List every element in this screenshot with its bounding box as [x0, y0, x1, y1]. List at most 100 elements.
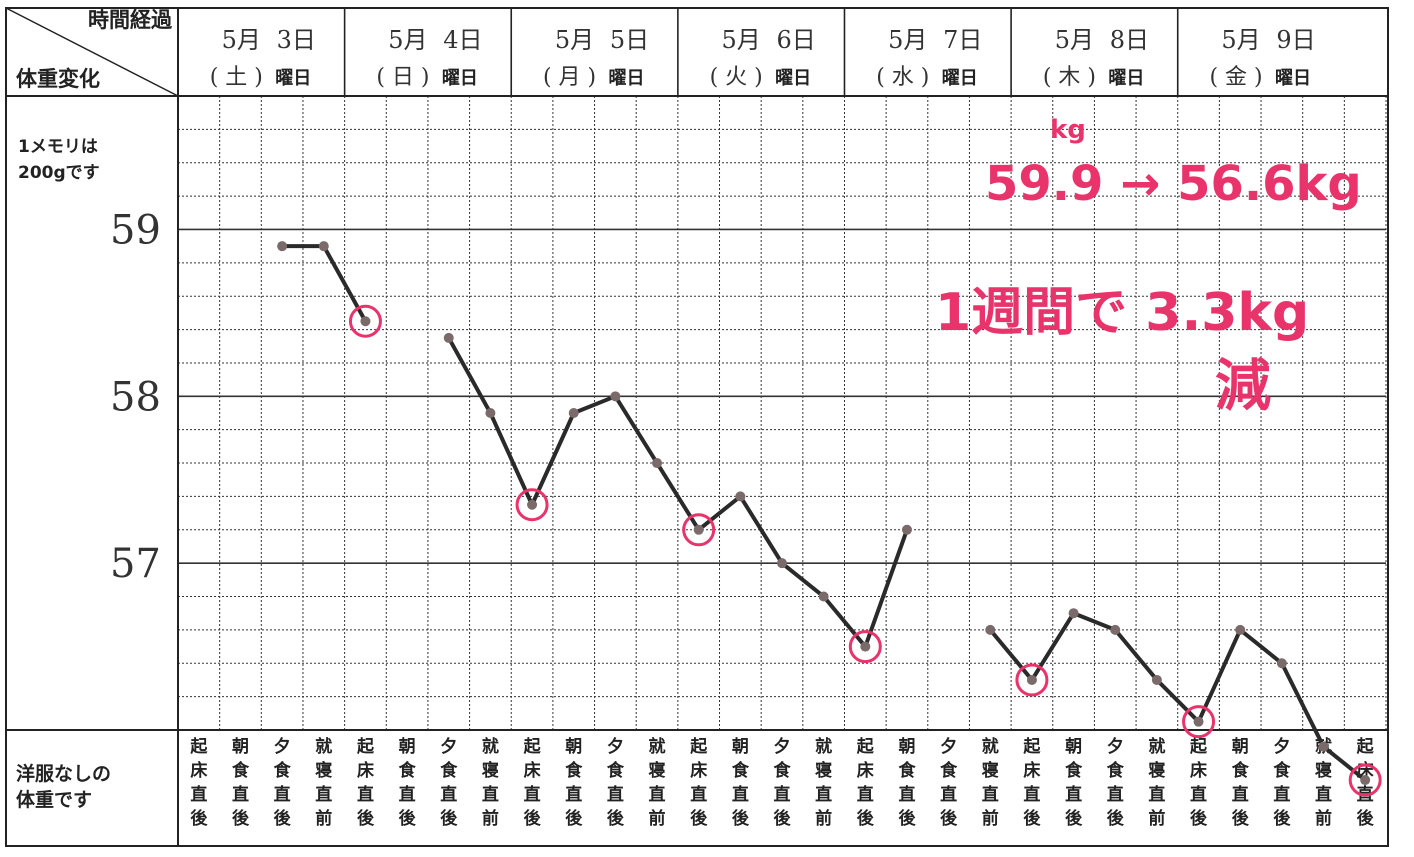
series-line	[277, 241, 1382, 797]
x-tick-label: 就寝直前	[1148, 736, 1165, 829]
x-tick-label: 起床直後	[856, 736, 875, 829]
x-tick-label: 朝食直後	[565, 736, 583, 829]
x-tick-char: 直	[399, 784, 416, 805]
data-point	[1276, 658, 1287, 669]
x-tick-char: 前	[649, 808, 666, 829]
data-point	[1151, 674, 1162, 685]
x-tick-char: 床	[524, 760, 542, 781]
y-tick-labels: 57 58 59	[110, 207, 161, 587]
x-tick-char: 夕	[1273, 736, 1290, 757]
data-point	[818, 591, 829, 602]
data-point	[777, 558, 787, 569]
x-tick-char: 後	[857, 808, 875, 829]
x-tick-label: 夕食直後	[774, 736, 792, 829]
x-tick-char: 直	[1273, 784, 1290, 805]
day-month: 5月	[388, 26, 427, 54]
x-tick-char: 食	[232, 760, 250, 781]
x-tick-char: 直	[1065, 784, 1082, 805]
x-tick-char: 後	[607, 808, 625, 829]
x-tick-char: 後	[190, 808, 208, 829]
x-tick-char: 直	[982, 784, 999, 805]
data-point	[652, 458, 663, 469]
day-weekday-suffix: 曜日	[1108, 68, 1144, 89]
x-tick-char: 後	[399, 808, 417, 829]
x-tick-char: 直	[898, 784, 915, 805]
day-weekday: ( 日 )	[376, 65, 429, 90]
x-tick-char: 寝	[982, 760, 999, 781]
x-tick-char: 後	[690, 808, 708, 829]
x-tick-char: 後	[440, 808, 458, 829]
x-tick-labels: 起床直後朝食直後夕食直後就寝直前起床直後朝食直後夕食直後就寝直前起床直後朝食直後…	[189, 736, 1374, 829]
x-tick-label: 起床直後	[523, 736, 542, 829]
x-tick-char: 食	[1065, 760, 1083, 781]
x-tick-label: 起床直後	[356, 736, 375, 829]
x-tick-label: 夕食直後	[940, 736, 958, 829]
x-tick-char: 直	[1190, 784, 1207, 805]
x-tick-label: 朝食直後	[232, 736, 250, 829]
x-tick-char: 就	[482, 736, 499, 757]
annotation-unit: kg	[1050, 115, 1086, 145]
corner-diagonal	[5, 7, 179, 97]
x-tick-char: 寝	[815, 760, 832, 781]
data-point	[860, 641, 871, 652]
day-weekday: ( 月 )	[543, 65, 596, 90]
x-tick-char: 食	[732, 760, 750, 781]
wakeup-highlight-circle	[848, 630, 882, 664]
data-point	[735, 491, 746, 502]
x-tick-char: 起	[689, 736, 708, 757]
data-point	[485, 408, 496, 418]
x-tick-char: 直	[649, 784, 666, 805]
x-tick-char: 夕	[774, 736, 791, 757]
x-tick-char: 前	[482, 808, 499, 829]
data-point	[693, 524, 704, 535]
x-tick-char: 直	[357, 784, 374, 805]
day-date: 7日	[943, 26, 982, 54]
x-tick-char: 就	[649, 736, 666, 757]
x-tick-label: 夕食直後	[440, 736, 458, 829]
x-tick-char: 直	[482, 784, 499, 805]
x-tick-label: 夕食直後	[1107, 736, 1125, 829]
x-tick-char: 後	[1107, 808, 1125, 829]
x-tick-label: 起床直後	[1189, 736, 1208, 829]
x-tick-label: 就寝直前	[815, 736, 832, 829]
x-tick-char: 床	[690, 760, 708, 781]
data-point	[1068, 608, 1079, 619]
x-tick-char: 寝	[649, 760, 666, 781]
day-month: 5月	[555, 26, 594, 54]
x-tick-char: 直	[607, 784, 624, 805]
x-tick-char: 直	[774, 784, 791, 805]
day-weekday-suffix: 曜日	[942, 68, 978, 89]
day-date: 9日	[1276, 26, 1315, 54]
day-weekday: ( 火 )	[710, 65, 763, 90]
x-tick-char: 直	[690, 784, 707, 805]
x-tick-char: 就	[982, 736, 999, 757]
day-weekday: ( 木 )	[1043, 65, 1096, 90]
x-tick-char: 直	[274, 784, 291, 805]
data-point	[610, 391, 621, 402]
data-point	[1193, 716, 1204, 727]
x-tick-char: 食	[1273, 760, 1291, 781]
x-tick-char: 直	[1023, 784, 1040, 805]
x-tick-char: 夕	[940, 736, 957, 757]
x-tick-char: 就	[315, 736, 332, 757]
wakeup-highlight-circle	[515, 488, 549, 522]
annotations: kg 59.9 → 56.6kg 1週間で 3.3kg 減	[935, 115, 1362, 419]
x-tick-char: 床	[190, 760, 208, 781]
wakeup-highlight-circle	[1348, 763, 1382, 797]
day-weekday-suffix: 曜日	[442, 68, 478, 89]
x-tick-label: 朝食直後	[1065, 736, 1083, 829]
day-weekday-suffix: 曜日	[275, 68, 311, 89]
chart-grid	[177, 95, 1387, 731]
data-point	[318, 241, 329, 252]
x-tick-char: 夕	[274, 736, 291, 757]
x-tick-char: 直	[1315, 784, 1332, 805]
scale-note-line2: 200gです	[18, 163, 100, 183]
x-tick-char: 朝	[1232, 736, 1249, 757]
day-date: 4日	[443, 26, 482, 54]
x-tick-char: 直	[315, 784, 332, 805]
header-row: 時間経過 体重変化	[16, 8, 173, 91]
x-tick-char: 朝	[1065, 736, 1082, 757]
x-tick-char: 朝	[732, 736, 749, 757]
x-tick-char: 起	[1189, 736, 1208, 757]
x-tick-char: 起	[1356, 736, 1375, 757]
